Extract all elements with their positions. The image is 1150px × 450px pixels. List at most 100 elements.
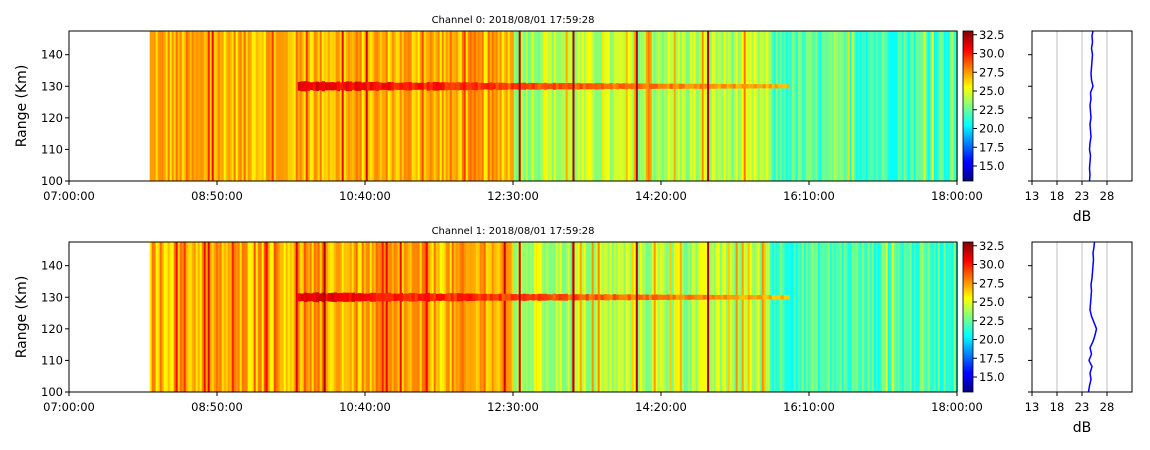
x-tick-label: 14:20:00 [635, 189, 687, 203]
heatmap-column [283, 31, 286, 181]
echo-layer-segment [624, 294, 628, 301]
heatmap-column [711, 31, 714, 181]
heatmap-column [687, 31, 690, 181]
heatmap-column [823, 242, 826, 392]
heatmap-column [279, 242, 282, 392]
heatmap-column [567, 242, 570, 392]
heatmap-column [205, 31, 208, 181]
heatmap-column [441, 31, 444, 181]
echo-layer-segment [621, 83, 625, 90]
heatmap-column [199, 31, 202, 181]
heatmap-column [615, 242, 618, 392]
heatmap-column [659, 31, 662, 181]
echo-layer-segment [564, 83, 568, 90]
heatmap-column [601, 31, 604, 181]
echo-layer-segment [648, 83, 652, 89]
heatmap-column [289, 31, 292, 181]
heatmap-column [759, 31, 762, 181]
heatmap-column [717, 242, 720, 392]
heatmap-column [715, 31, 718, 181]
heatmap-column [253, 31, 256, 181]
echo-layer-segment [474, 293, 478, 301]
heatmap-column [231, 242, 234, 392]
heatmap-column [473, 242, 476, 392]
heatmap-column [819, 31, 822, 181]
heatmap-column [753, 31, 756, 181]
echo-layer-segment [432, 81, 436, 91]
heatmap-column [791, 242, 794, 392]
heatmap-column [643, 242, 646, 392]
heatmap-column [513, 242, 516, 392]
echo-layer-segment [441, 82, 445, 91]
echo-layer-segment [663, 83, 667, 89]
heatmap-column [565, 31, 568, 181]
heatmap-column [837, 31, 840, 181]
heatmap-column [627, 31, 630, 181]
heatmap-column [815, 31, 818, 181]
echo-layer-segment [573, 83, 577, 90]
heatmap-column [481, 31, 484, 181]
heatmap-column [295, 242, 298, 392]
heatmap-column [583, 242, 586, 392]
heatmap-column [267, 242, 270, 392]
echo-layer-segment [633, 294, 637, 300]
echo-layer-segment [639, 294, 643, 300]
echo-layer-segment [345, 81, 349, 92]
heatmap-column [871, 242, 874, 392]
heatmap-column [279, 31, 282, 181]
heatmap-column [533, 242, 536, 392]
heatmap-column [287, 31, 290, 181]
heatmap-column [543, 31, 546, 181]
echo-layer-segment [573, 294, 577, 301]
echo-layer-segment [732, 295, 736, 300]
heatmap-column [891, 31, 894, 181]
heatmap-column [729, 31, 732, 181]
y-tick-label: 100 [41, 385, 63, 399]
heatmap-column [379, 31, 382, 181]
heatmap-column [789, 242, 792, 392]
echo-layer-segment [534, 82, 538, 90]
heatmap-column [495, 242, 498, 392]
profile-line [1088, 30, 1094, 182]
heatmap-column [471, 242, 474, 392]
heatmap-column [189, 242, 192, 392]
echo-layer-segment [588, 294, 592, 301]
heatmap-column [185, 242, 188, 392]
heatmap-column [747, 31, 750, 181]
echo-layer-segment [627, 83, 631, 89]
echo-layer-segment [390, 293, 394, 301]
heatmap-column [867, 242, 870, 392]
heatmap-column [445, 31, 448, 181]
echo-layer-segment [504, 294, 508, 301]
heatmap-column [257, 242, 260, 392]
heatmap-column [665, 31, 668, 181]
heatmap-column [253, 242, 256, 392]
heatmap-column [729, 242, 732, 392]
echo-layer-segment [537, 293, 541, 301]
heatmap-column [825, 242, 828, 392]
heatmap-column [803, 31, 806, 181]
heatmap-column [275, 31, 278, 181]
heatmap-column [313, 31, 316, 181]
heatmap-column [151, 31, 154, 181]
echo-layer-segment [732, 83, 736, 89]
y-axis-label: Range (Km) [14, 65, 30, 148]
heatmap-column [933, 242, 936, 392]
heatmap-column [515, 31, 518, 181]
heatmap-column [397, 31, 400, 181]
x-tick-label: 07:00:00 [43, 400, 95, 414]
echo-layer-segment [675, 294, 679, 300]
profile-x-tick-label: 28 [1100, 189, 1115, 203]
heatmap-column [753, 242, 756, 392]
heatmap-column [187, 242, 190, 392]
heatmap-column [387, 31, 390, 181]
heatmap-column [745, 31, 748, 181]
echo-layer-segment [561, 294, 565, 301]
heatmap-column [731, 242, 734, 392]
heatmap-column [385, 31, 388, 181]
heatmap-column [225, 31, 228, 181]
echo-layer-segment [687, 83, 691, 89]
heatmap-column [857, 31, 860, 181]
heatmap-column [677, 31, 680, 181]
echo-layer-segment [510, 294, 514, 301]
